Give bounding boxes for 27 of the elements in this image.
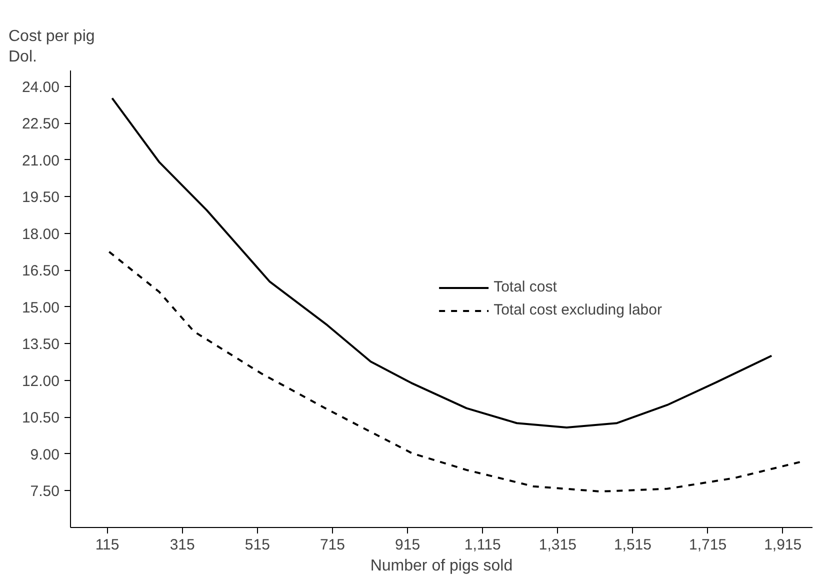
x-tick-label: 915: [395, 536, 420, 554]
x-tick-label: 1,515: [614, 536, 652, 554]
y-tick-label: 10.50: [22, 410, 60, 427]
y-tick-label: 22.50: [22, 116, 60, 133]
y-tick-label: 24.00: [22, 78, 60, 96]
y-tick-label: 21.00: [22, 152, 60, 170]
y-tick-label: 16.50: [22, 262, 60, 280]
legend-label: Total cost excluding labor: [494, 302, 662, 318]
y-tick-label: 15.00: [22, 299, 60, 316]
x-axis-title: Number of pigs sold: [370, 558, 513, 574]
x-tick-label: 1,315: [538, 536, 576, 554]
y-tick-label: 13.50: [22, 336, 60, 354]
y-tick-label: 7.50: [30, 483, 60, 500]
y-axis-title: Cost per pig Dol.: [8, 28, 95, 66]
x-tick-label: 1,715: [689, 536, 727, 554]
x-tick-label: 1,915: [764, 536, 802, 554]
x-tick-label: 315: [170, 536, 195, 554]
y-tick-label: 19.50: [22, 189, 60, 206]
y-tick-label: 18.00: [22, 226, 60, 243]
y-tick-label: 9.00: [30, 446, 60, 464]
x-tick-label: 715: [320, 536, 345, 554]
x-tick-label: 1,115: [464, 536, 501, 554]
x-tick-label: 115: [95, 536, 120, 554]
y-tick-label: 12.00: [22, 372, 60, 390]
line-series: [111, 97, 773, 429]
legend-label: Total cost: [494, 278, 557, 296]
x-tick-label: 515: [244, 536, 270, 554]
